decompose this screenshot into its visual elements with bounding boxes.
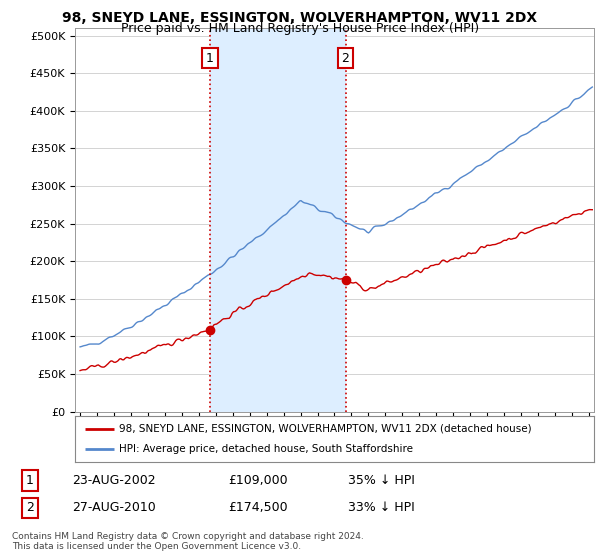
Text: £174,500: £174,500: [228, 501, 287, 515]
Text: £109,000: £109,000: [228, 474, 287, 487]
Text: Price paid vs. HM Land Registry's House Price Index (HPI): Price paid vs. HM Land Registry's House …: [121, 22, 479, 35]
Text: 35% ↓ HPI: 35% ↓ HPI: [348, 474, 415, 487]
Text: 2: 2: [341, 52, 349, 64]
Text: 98, SNEYD LANE, ESSINGTON, WOLVERHAMPTON, WV11 2DX (detached house): 98, SNEYD LANE, ESSINGTON, WOLVERHAMPTON…: [119, 424, 532, 434]
Text: 23-AUG-2002: 23-AUG-2002: [72, 474, 155, 487]
Text: 98, SNEYD LANE, ESSINGTON, WOLVERHAMPTON, WV11 2DX: 98, SNEYD LANE, ESSINGTON, WOLVERHAMPTON…: [62, 11, 538, 25]
Text: 1: 1: [206, 52, 214, 64]
Text: Contains HM Land Registry data © Crown copyright and database right 2024.
This d: Contains HM Land Registry data © Crown c…: [12, 532, 364, 552]
Text: 1: 1: [26, 474, 34, 487]
Text: 27-AUG-2010: 27-AUG-2010: [72, 501, 156, 515]
Text: HPI: Average price, detached house, South Staffordshire: HPI: Average price, detached house, Sout…: [119, 444, 413, 454]
Bar: [210, 28, 346, 412]
Text: 2: 2: [26, 501, 34, 515]
Text: 33% ↓ HPI: 33% ↓ HPI: [348, 501, 415, 515]
